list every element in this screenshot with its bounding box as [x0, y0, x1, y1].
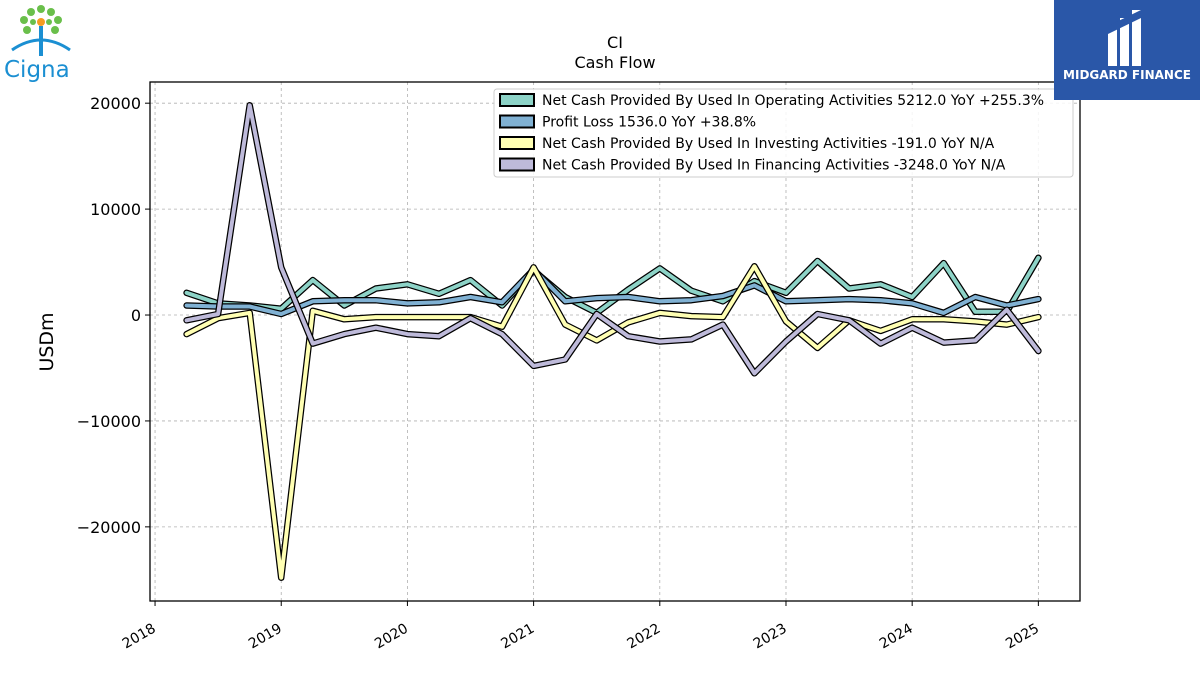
- series-line: [183, 266, 1042, 318]
- midgard-wordmark: MIDGARD FINANCE: [1063, 68, 1191, 82]
- legend-label: Net Cash Provided By Used In Operating A…: [542, 93, 1044, 109]
- y-axis: 20000 10000 0 −10000 −20000: [77, 94, 150, 537]
- midgard-logo-icon: [1108, 10, 1141, 66]
- y-tick-label: −20000: [77, 518, 141, 537]
- series-line-stroke: [184, 255, 1041, 315]
- cigna-wordmark: Cigna: [4, 57, 70, 83]
- y-tick-label: 0: [131, 306, 141, 325]
- legend-label: Profit Loss 1536.0 YoY +38.8%: [542, 115, 756, 131]
- legend-swatch: [499, 93, 535, 107]
- x-tick-label: 2025: [1003, 621, 1042, 653]
- x-tick-label: 2019: [246, 621, 285, 653]
- series-line: [183, 254, 1042, 317]
- y-tick-label: −10000: [77, 412, 141, 431]
- x-tick-label: 2018: [120, 621, 159, 653]
- x-tick-label: 2020: [372, 621, 411, 653]
- series-line: [183, 263, 1042, 581]
- y-tick-label: 20000: [90, 94, 141, 113]
- series-line-stroke: [184, 267, 1041, 316]
- x-tick-label: 2022: [625, 621, 664, 653]
- series-line-stroke: [184, 103, 1041, 376]
- legend-label: Net Cash Provided By Used In Financing A…: [542, 158, 1006, 174]
- legend-swatch: [499, 136, 535, 150]
- plot-frame: [149, 81, 1081, 602]
- chart-subtitle: Cash Flow: [574, 53, 655, 72]
- series-line-stroke: [184, 264, 1041, 580]
- legend: Net Cash Provided By Used In Operating A…: [493, 88, 1074, 178]
- y-axis-label: USDm: [36, 312, 58, 371]
- series-layer: [183, 102, 1042, 581]
- chart-title: CI: [607, 33, 623, 52]
- y-tick-label: 10000: [90, 200, 141, 219]
- legend-swatch: [499, 114, 535, 129]
- x-tick-label: 2021: [498, 621, 537, 653]
- cigna-logo: Cigna: [0, 0, 86, 92]
- legend-label: Net Cash Provided By Used In Investing A…: [542, 136, 995, 152]
- tree-logo-icon: [11, 5, 71, 56]
- x-tick-label: 2024: [877, 621, 916, 653]
- x-tick-label: 2023: [751, 621, 790, 653]
- midgard-finance-logo: MIDGARD FINANCE: [1054, 0, 1200, 100]
- x-axis: 2018 2019 2020 2021 2022 2023 2024 2025: [120, 601, 1042, 652]
- series-line-outline: [183, 266, 1042, 318]
- series-line: [183, 102, 1042, 377]
- legend-box: [493, 88, 1074, 178]
- legend-swatch: [499, 157, 535, 172]
